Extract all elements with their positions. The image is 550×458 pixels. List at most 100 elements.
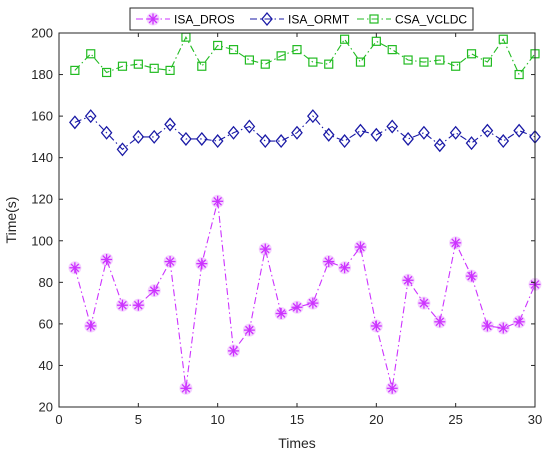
- data-point: [385, 381, 399, 395]
- y-tick-label: 160: [31, 109, 53, 124]
- data-point: [465, 136, 478, 151]
- data-point: [451, 61, 461, 71]
- data-point: [291, 125, 303, 140]
- series-csa-vcldc: [70, 32, 540, 80]
- data-point: [417, 296, 431, 310]
- data-point: [259, 134, 272, 149]
- data-point: [307, 109, 319, 124]
- legend-label: ISA_DROS: [174, 13, 235, 27]
- x-tick-label: 15: [290, 412, 304, 427]
- y-tick-label: 40: [39, 358, 53, 373]
- y-axis-label: Time(s): [3, 197, 19, 244]
- x-tick-label: 0: [55, 412, 62, 427]
- data-point: [213, 40, 223, 51]
- y-tick-label: 20: [39, 400, 53, 415]
- data-point: [274, 307, 288, 320]
- data-point: [68, 261, 82, 275]
- data-point: [512, 315, 526, 329]
- data-point: [243, 119, 256, 134]
- data-point: [338, 134, 351, 149]
- data-point: [70, 65, 80, 76]
- legend-item-isa-dros: ISA_DROS: [136, 12, 235, 27]
- x-tick-label: 20: [369, 412, 383, 427]
- data-point: [258, 242, 272, 256]
- plot-area: [59, 33, 535, 407]
- y-tick-label: 200: [31, 26, 53, 41]
- data-point: [197, 61, 207, 71]
- y-tick-label: 140: [31, 150, 53, 165]
- legend-marker: [261, 11, 273, 27]
- data-point: [242, 323, 256, 337]
- data-point: [322, 255, 336, 269]
- data-point: [386, 119, 399, 134]
- data-point: [211, 194, 225, 208]
- data-point: [132, 129, 145, 144]
- data-point: [101, 67, 112, 78]
- y-tick-label: 80: [39, 275, 53, 290]
- data-point: [370, 127, 383, 142]
- x-tick-label: 10: [210, 412, 224, 427]
- x-axis-label: Times: [278, 435, 316, 451]
- data-point: [514, 69, 524, 80]
- y-tick-label: 100: [31, 233, 53, 248]
- data-point: [116, 142, 129, 157]
- data-point: [195, 257, 209, 271]
- data-point: [244, 55, 254, 65]
- x-tick-label: 30: [528, 412, 542, 427]
- data-point: [466, 49, 477, 59]
- data-point: [482, 57, 492, 67]
- y-tick-label: 60: [39, 316, 53, 331]
- data-point: [324, 59, 334, 69]
- data-point: [402, 131, 414, 146]
- data-point: [115, 298, 129, 312]
- legend-marker: [369, 14, 379, 24]
- data-point: [228, 45, 239, 55]
- data-point: [275, 134, 287, 149]
- data-point: [290, 300, 304, 314]
- data-point: [498, 34, 508, 44]
- data-point: [465, 269, 479, 283]
- data-point: [419, 57, 429, 67]
- x-tick-label: 5: [135, 412, 142, 427]
- data-point: [179, 381, 193, 395]
- data-point: [69, 115, 81, 130]
- data-point: [100, 252, 114, 266]
- x-tick-label: 25: [448, 412, 462, 427]
- data-point: [164, 117, 176, 132]
- data-point: [131, 298, 145, 312]
- data-point: [433, 138, 446, 153]
- data-point: [387, 45, 397, 55]
- data-point: [480, 319, 494, 333]
- data-point: [353, 240, 367, 254]
- series-isa-ormt: [69, 109, 541, 157]
- data-point: [260, 59, 270, 69]
- data-point: [84, 109, 97, 124]
- data-point: [369, 319, 383, 333]
- data-point: [496, 321, 510, 335]
- data-point: [418, 125, 430, 140]
- data-point: [481, 123, 494, 138]
- data-point: [165, 65, 175, 76]
- data-point: [180, 131, 192, 146]
- data-point: [497, 134, 510, 149]
- legend-label: CSA_VCLDC: [395, 13, 467, 27]
- data-point: [147, 284, 161, 298]
- series-line-csa-vcldc: [74, 35, 536, 76]
- data-point: [340, 34, 350, 44]
- y-axis: 20 40 60 80 100 120 140 160 180 200: [31, 26, 535, 415]
- data-point: [149, 63, 159, 73]
- data-point: [433, 315, 447, 329]
- data-point: [100, 125, 113, 140]
- data-point: [371, 36, 381, 46]
- data-point: [227, 344, 241, 358]
- data-point: [227, 125, 240, 140]
- series-line-isa-dros: [74, 201, 536, 389]
- data-point: [401, 273, 415, 287]
- legend-item-csa-vcldc: CSA_VCLDC: [357, 13, 467, 27]
- legend: ISA_DROS ISA_ORMT CSA_VCLDC: [129, 7, 474, 31]
- data-point: [308, 57, 318, 67]
- y-tick-label: 120: [31, 192, 53, 207]
- data-point: [292, 45, 302, 55]
- data-point: [86, 49, 96, 59]
